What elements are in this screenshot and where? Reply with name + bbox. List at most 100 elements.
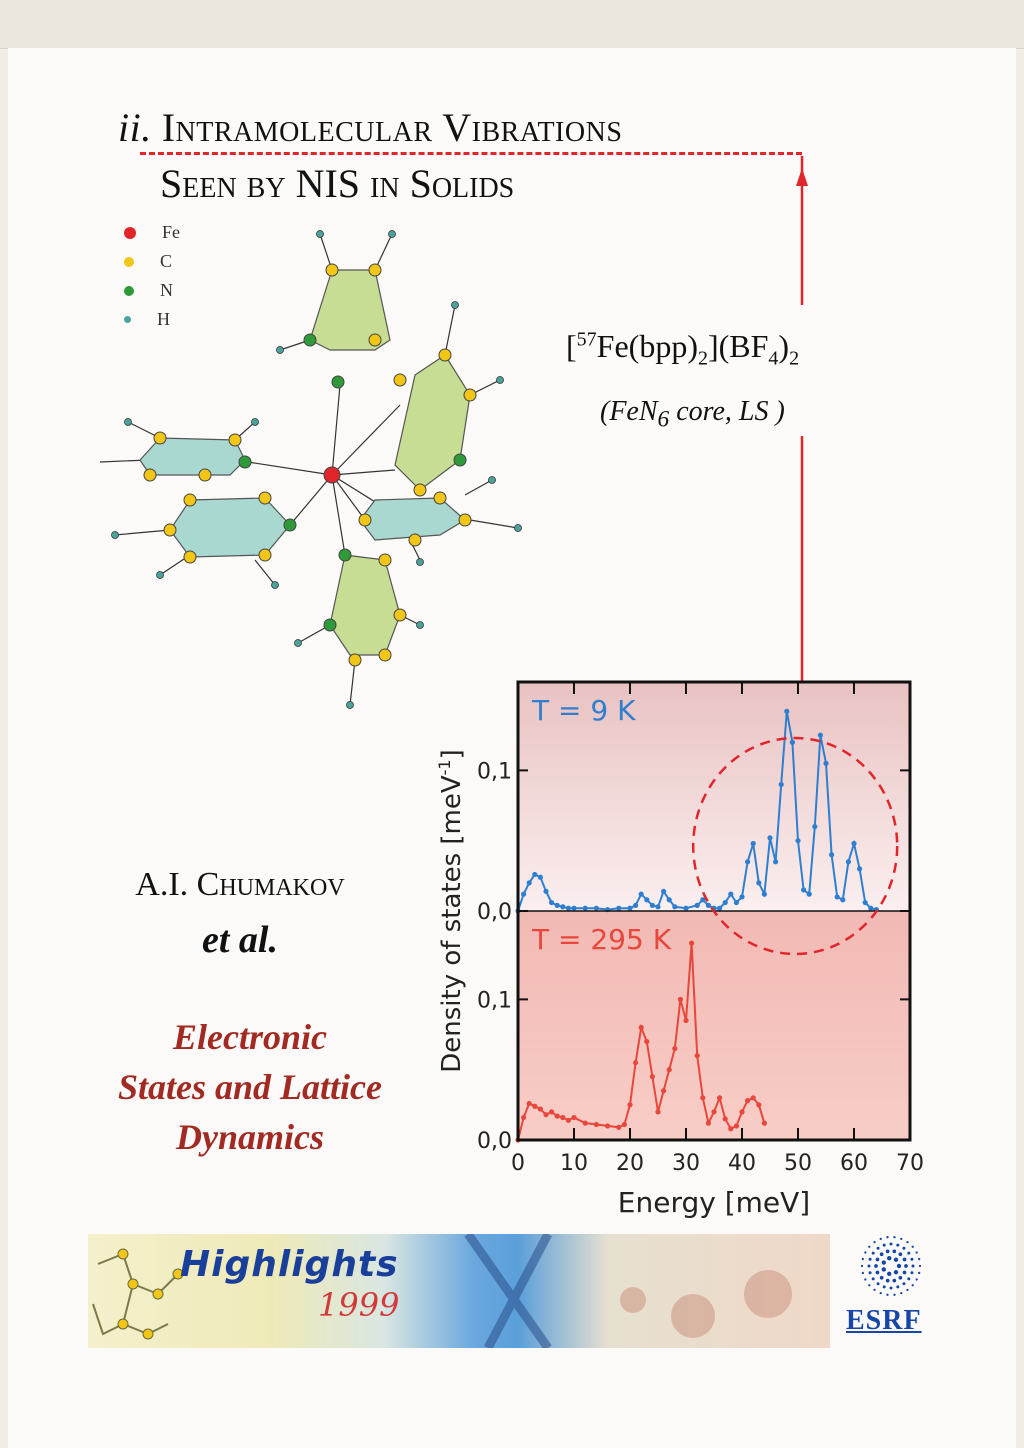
subject-line-2: States and Lattice [118, 1067, 382, 1107]
data-point [862, 899, 868, 906]
logo-dot [864, 1278, 867, 1281]
top-panel-bg [518, 682, 910, 911]
data-point [705, 902, 711, 908]
data-point [621, 1121, 627, 1128]
data-point [633, 1060, 639, 1066]
data-point [521, 1114, 527, 1121]
data-point [745, 1098, 751, 1104]
logo-dot [893, 1293, 896, 1296]
data-point [666, 897, 672, 903]
data-point [633, 902, 639, 908]
data-point [761, 1120, 767, 1126]
logo-dot [871, 1277, 875, 1281]
data-point [661, 1088, 667, 1094]
banner-molecule-art [92, 1234, 792, 1348]
subject-line-1: Electronic [173, 1017, 327, 1057]
formula-sub-1: 2 [697, 347, 708, 370]
legend-label: H [157, 309, 170, 329]
data-point [733, 899, 739, 906]
data-point [571, 905, 577, 911]
data-point [840, 897, 846, 903]
data-point [627, 905, 633, 911]
data-point [666, 1067, 672, 1073]
data-point [778, 781, 784, 788]
logo-dot [876, 1282, 880, 1286]
data-point [717, 1095, 723, 1101]
data-point [756, 880, 762, 886]
data-point [644, 1038, 650, 1045]
data-point [549, 899, 555, 906]
formula-part-2: ](BF [707, 328, 769, 364]
logo-dot [861, 1257, 864, 1261]
atom-legend: Fe C N H [124, 218, 180, 334]
molecule-diagram [99, 230, 522, 709]
data-point [655, 1109, 661, 1115]
data-point [677, 996, 683, 1002]
data-point [593, 905, 599, 911]
logo-dot [918, 1264, 922, 1268]
data-point [521, 891, 527, 897]
x-tick-label: 70 [896, 1151, 924, 1176]
x-tick-label: 40 [728, 1151, 756, 1176]
data-point [823, 760, 829, 766]
logo-dot [915, 1278, 918, 1281]
logo-dot [868, 1271, 872, 1275]
y-axis-label-sup: -1 [435, 759, 454, 775]
data-point [537, 874, 543, 880]
data-point [565, 905, 571, 911]
data-point [683, 1017, 689, 1024]
data-point [554, 902, 560, 908]
logo-dot [882, 1285, 886, 1289]
logo-dot [868, 1284, 871, 1287]
data-point [616, 1124, 622, 1130]
logo-dot [886, 1293, 889, 1296]
peak-highlight-circle [691, 736, 899, 956]
logo-dot [874, 1264, 878, 1268]
data-point [655, 904, 661, 910]
author-name: A.I. Chumakov [135, 866, 345, 903]
data-point [560, 1114, 566, 1121]
logo-dot [873, 1240, 876, 1244]
logo-dot [918, 1271, 921, 1275]
data-point [605, 1123, 611, 1129]
compound-formula: [57Fe(bpp)2](BF4)2 [566, 328, 800, 370]
logo-dot [881, 1267, 886, 1272]
logo-dot [896, 1263, 902, 1269]
data-point [812, 824, 818, 830]
data-point [649, 1074, 655, 1080]
logo-dot [889, 1286, 893, 1290]
series-line-1 [517, 711, 877, 912]
logo-dot [910, 1271, 914, 1275]
data-point [532, 871, 538, 878]
title-prefix: ii. [118, 105, 152, 150]
logo-dot [861, 1271, 864, 1275]
logo-dot [893, 1270, 899, 1275]
data-point [571, 1114, 577, 1121]
legend-label: N [160, 280, 173, 300]
logo-dot [886, 1236, 889, 1239]
panel-label-1: T = 9 K [531, 694, 636, 727]
logo-dot [875, 1257, 880, 1262]
data-point [728, 1126, 734, 1132]
logo-dot [906, 1240, 909, 1244]
logo-dot [911, 1284, 914, 1287]
logo-dot [910, 1257, 914, 1261]
logo-dot [868, 1245, 871, 1248]
logo-dot [860, 1264, 864, 1268]
legend-item-fe: Fe [124, 218, 180, 247]
data-point [565, 1117, 571, 1123]
data-point [689, 940, 695, 946]
data-point [672, 1045, 678, 1052]
logo-dot [871, 1251, 875, 1255]
esrf-logo-icon [860, 1236, 922, 1296]
x-tick-label: 30 [672, 1151, 700, 1176]
data-point [739, 894, 745, 900]
data-point [526, 880, 532, 886]
data-point [868, 905, 874, 911]
bottom-panel-bg [518, 911, 910, 1140]
logo-dot [885, 1249, 890, 1254]
logo-dot [879, 1291, 882, 1295]
logo-dot [904, 1264, 908, 1268]
legend-dot-h [124, 316, 131, 323]
logo-dot [887, 1271, 892, 1276]
